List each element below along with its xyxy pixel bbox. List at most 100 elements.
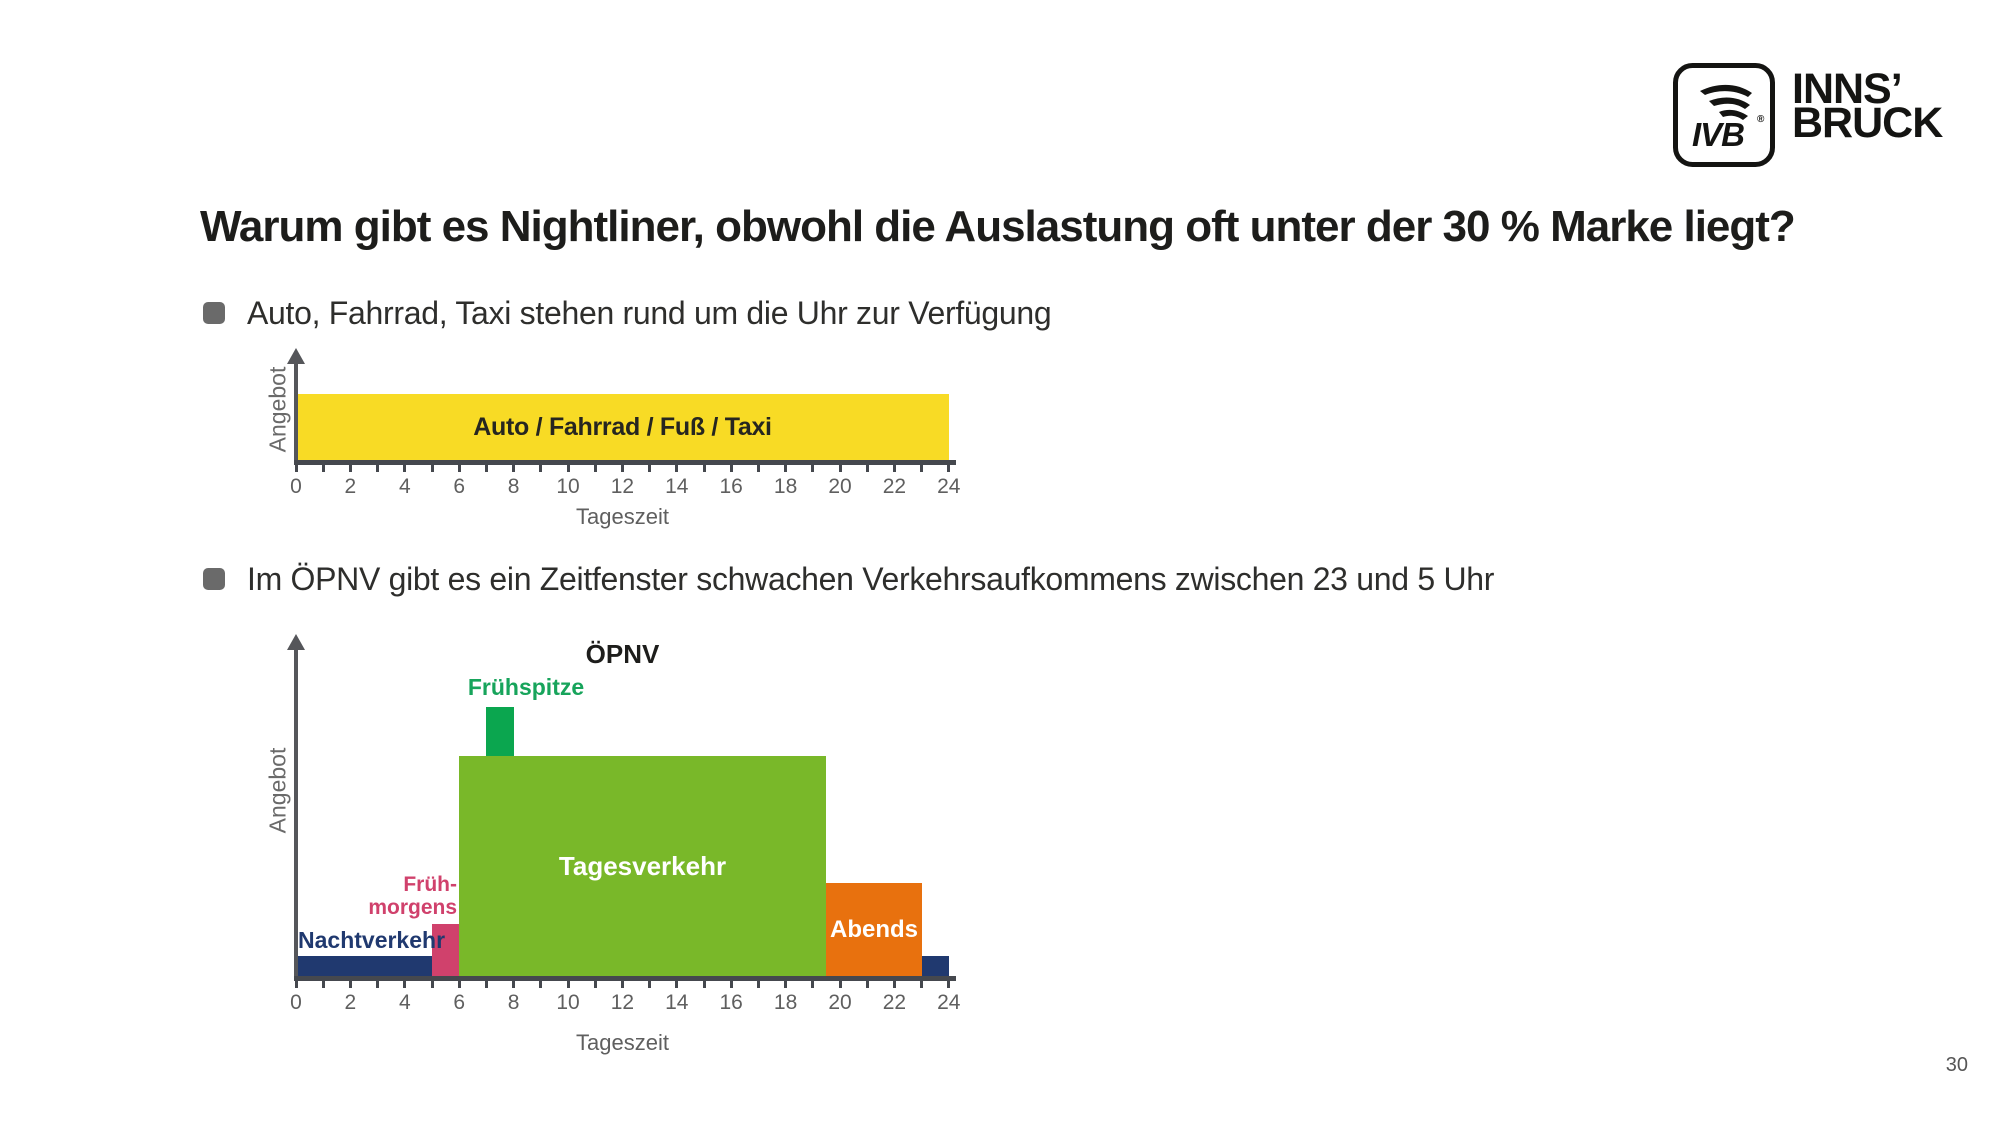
wordmark-line2: BRUCK [1792, 99, 1943, 147]
x-tick [784, 465, 788, 472]
x-tick [729, 465, 733, 472]
bullet-marker-icon [203, 568, 225, 590]
innsbruck-wordmark: INNS’ BRUCK [1792, 65, 1943, 147]
bullet-text: Auto, Fahrrad, Taxi stehen rund um die U… [247, 295, 1052, 331]
x-tick [920, 981, 924, 988]
x-tick-label: 4 [398, 991, 411, 1014]
ivb-monogram: IVB [1692, 116, 1744, 153]
chart1-x-axis-label: Tageszeit [576, 504, 669, 529]
x-tick-label: 2 [344, 475, 357, 498]
x-tick [756, 981, 760, 988]
x-tick [702, 981, 706, 988]
wordmark-line1: INNS’ [1792, 65, 1903, 113]
ivb-logo-icon: IVB ® [1673, 63, 1775, 167]
x-tick [675, 465, 679, 472]
x-tick-label: 8 [507, 991, 520, 1014]
logo: IVB ® INNS’ BRUCK [1672, 62, 1943, 168]
x-tick-label: 18 [773, 991, 798, 1014]
x-tick [838, 465, 842, 472]
chart2-x-axis-label: Tageszeit [576, 1030, 669, 1055]
slide-title: Warum gibt es Nightliner, obwohl die Aus… [200, 202, 1796, 251]
label-fruehmorgens: Früh- morgens [316, 873, 457, 919]
x-tick-label: 6 [453, 991, 466, 1014]
x-tick-label: 10 [556, 991, 580, 1014]
x-tick-label: 16 [719, 475, 743, 498]
label-fruehmorgens-line1: Früh- [403, 873, 457, 896]
x-tick-label: 10 [556, 475, 580, 498]
y-axis-line [294, 362, 298, 460]
x-tick-label: 0 [290, 991, 302, 1014]
x-tick [457, 981, 461, 988]
x-tick-label: 2 [344, 991, 357, 1014]
x-tick [376, 465, 380, 472]
x-tick-label: 14 [665, 475, 689, 498]
x-tick [784, 981, 788, 988]
x-tick [566, 465, 570, 472]
x-tick-label: 12 [610, 991, 635, 1014]
x-tick [294, 981, 298, 988]
x-tick [811, 981, 815, 988]
page-number: 30 [1945, 1054, 1968, 1076]
label-fruehspitze: Frühspitze [467, 674, 585, 700]
bar-abends [826, 883, 922, 976]
chart1-y-axis-label: Angebot [264, 366, 291, 453]
bar-tagesverkehr [459, 756, 827, 976]
x-tick [729, 981, 733, 988]
x-tick [947, 981, 951, 988]
x-tick [947, 465, 951, 472]
x-tick [376, 981, 380, 988]
x-tick [403, 465, 407, 472]
x-tick-label: 24 [937, 991, 961, 1014]
x-tick [593, 981, 597, 988]
x-tick [811, 465, 815, 472]
x-tick [892, 981, 896, 988]
x-tick [620, 981, 624, 988]
x-tick [403, 981, 407, 988]
y-axis-arrow-icon [287, 634, 305, 650]
x-tick [348, 981, 352, 988]
x-tick [648, 465, 652, 472]
chart2-plot: ÖPNV Frühspitze Früh- morgens Nachtverke… [296, 634, 949, 976]
x-tick-label: 20 [828, 991, 852, 1014]
y-axis-arrow-icon [287, 348, 305, 364]
x-tick [321, 465, 325, 472]
x-tick-label: 12 [610, 475, 635, 498]
x-tick [512, 981, 516, 988]
x-tick [321, 981, 325, 988]
chart1-plot: Auto / Fahrrad / Fuß / Taxi [296, 350, 949, 460]
bar-auto-fahrrad-fuss-taxi [296, 394, 949, 460]
x-tick [648, 981, 652, 988]
chart2-xaxis-ticks: 0 2 4 6 8 10 12 14 16 18 20 22 24 [290, 981, 976, 1027]
x-tick [620, 465, 624, 472]
registered-mark: ® [1757, 114, 1765, 125]
label-abends: Abends [829, 915, 918, 943]
chart2-y-axis-label: Angebot [264, 747, 291, 834]
chart1-bar-label: Auto / Fahrrad / Fuß / Taxi [473, 412, 772, 441]
chart1-xaxis-ticks: 0 2 4 6 8 10 12 14 16 18 20 22 24 [290, 465, 976, 511]
oepnv-chart: ÖPNV Frühspitze Früh- morgens Nachtverke… [265, 634, 1016, 1084]
x-tick [430, 465, 434, 472]
x-tick-label: 22 [882, 475, 907, 498]
x-tick [539, 981, 543, 988]
x-tick-label: 6 [453, 475, 466, 498]
x-tick-label: 24 [937, 475, 961, 498]
x-tick [865, 465, 869, 472]
x-tick [920, 465, 924, 472]
x-tick [539, 465, 543, 472]
x-tick [702, 465, 706, 472]
x-axis-line [294, 976, 956, 981]
x-tick [484, 465, 488, 472]
bullet-item-2: Im ÖPNV gibt es ein Zeitfenster schwache… [203, 561, 1494, 598]
bullet-marker-icon [203, 302, 225, 324]
x-tick-label: 18 [773, 475, 798, 498]
x-tick [430, 981, 434, 988]
x-axis-line [294, 460, 956, 465]
bullet-item-1: Auto, Fahrrad, Taxi stehen rund um die U… [203, 295, 1052, 332]
x-tick-label: 22 [882, 991, 907, 1014]
label-tagesverkehr: Tagesverkehr [558, 850, 727, 881]
bar-fruehmorgens [432, 924, 460, 976]
x-tick-label: 4 [398, 475, 411, 498]
x-tick [892, 465, 896, 472]
chart2-title: ÖPNV [585, 639, 660, 669]
